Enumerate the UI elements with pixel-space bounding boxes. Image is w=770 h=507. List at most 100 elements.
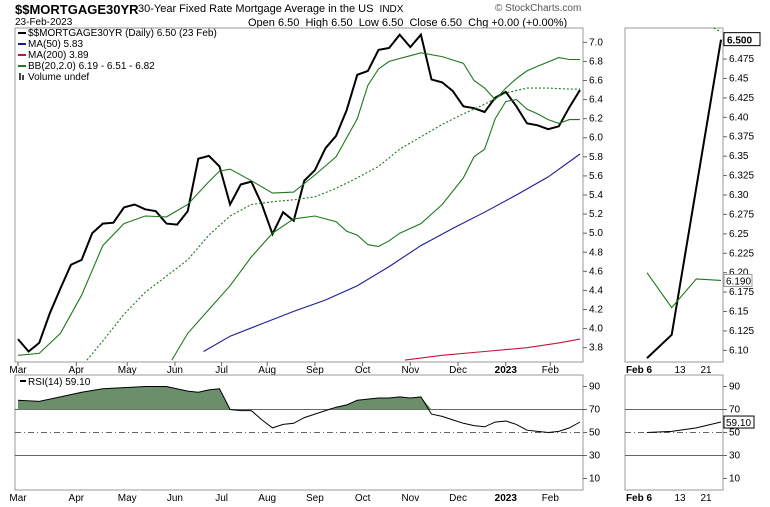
copyright-label: © StockCharts.com xyxy=(495,3,582,14)
last-price-label: 6.500 xyxy=(727,36,752,47)
y-tick-label: 6.4 xyxy=(589,95,603,106)
description-text: 30-Year Fixed Rate Mortgage Average in t… xyxy=(138,3,374,15)
detail-x-tick-label: 13 xyxy=(674,365,686,376)
rsi-last-box xyxy=(723,415,755,429)
y-tick-label: 5.2 xyxy=(589,209,603,220)
y-tick-label: 6.2 xyxy=(589,114,603,125)
y-tick-label: 6.0 xyxy=(589,133,603,144)
bb-lower-label: 6.190 xyxy=(726,276,751,287)
rsi-tick-label: 10 xyxy=(589,474,601,485)
rsi-tick-label: 70 xyxy=(589,405,601,416)
detail-tick-label: 6.35 xyxy=(729,151,749,162)
y-tick-label: 4.6 xyxy=(589,266,603,277)
x-tick-label: Jul xyxy=(215,365,228,376)
y-tick-label: 7.0 xyxy=(589,37,603,48)
detail-tick-label: 6.425 xyxy=(729,93,754,104)
rsi-x-tick-label: Apr xyxy=(69,493,85,504)
x-tick-label: Oct xyxy=(355,365,371,376)
detail-tick-label: 6.20 xyxy=(729,268,749,279)
y-tick-label: 6.8 xyxy=(589,56,603,67)
chart-header: $$MORTGAGE30YR 30-Year Fixed Rate Mortga… xyxy=(0,0,770,30)
detail-series-price xyxy=(646,39,722,359)
y-tick-label: 5.6 xyxy=(589,171,603,182)
detail-tick-label: 6.40 xyxy=(729,112,749,123)
rsi-x-tick-label: Sep xyxy=(306,493,324,504)
detail-rsi-line xyxy=(646,421,722,433)
legend-volume-swatch xyxy=(19,73,21,80)
legend-entry-ma50: MA(50) 5.83 xyxy=(28,39,83,50)
series-ma200-line xyxy=(404,338,581,361)
symbol-description: 30-Year Fixed Rate Mortgage Average in t… xyxy=(138,3,403,15)
x-tick-label: May xyxy=(118,365,137,376)
y-tick-label: 4.2 xyxy=(589,305,603,316)
y-tick-label: 4.4 xyxy=(589,285,603,296)
detail-rsi-x-tick-label: 21 xyxy=(700,493,712,504)
x-tick-label: Dec xyxy=(449,365,467,376)
detail-rsi-x-tick-label: 13 xyxy=(674,493,686,504)
rsi-tick-label: 50 xyxy=(589,428,601,439)
y-tick-label: 4.8 xyxy=(589,247,603,258)
chart-date: 23-Feb-2023 xyxy=(15,17,73,28)
rsi-legend-label: RSI(14) 59.10 xyxy=(28,377,91,388)
detail-rsi-tick-label: 50 xyxy=(729,428,741,439)
x-tick-label: Nov xyxy=(401,365,419,376)
detail-series-bb xyxy=(713,27,722,33)
exchange-label: INDX xyxy=(379,4,404,15)
detail-tick-label: 6.325 xyxy=(729,171,754,182)
x-tick-label: 2023 xyxy=(495,365,518,376)
detail-tick-label: 6.375 xyxy=(729,132,754,143)
rsi-x-tick-label: 2023 xyxy=(495,493,518,504)
detail-rsi-tick-label: 10 xyxy=(729,474,741,485)
detail-tick-label: 6.175 xyxy=(729,287,754,298)
price-panel xyxy=(14,27,584,363)
rsi-tick-label: 90 xyxy=(589,382,601,393)
last-price-box xyxy=(723,32,761,47)
rsi-overbought-fill xyxy=(18,386,580,410)
x-tick-label: Feb xyxy=(542,365,560,376)
rsi-line xyxy=(17,386,581,434)
legend-volume-swatch xyxy=(22,75,24,80)
rsi-x-tick-label: Jun xyxy=(167,493,183,504)
detail-rsi-tick-label: 70 xyxy=(729,405,741,416)
x-tick-label: Mar xyxy=(9,365,27,376)
y-tick-label: 3.8 xyxy=(589,343,603,354)
detail-rsi-x-tick-label: Feb 6 xyxy=(626,493,653,504)
detail-tick-label: 6.25 xyxy=(729,229,749,240)
rsi-last-label: 59.10 xyxy=(726,418,751,429)
detail-series-bb xyxy=(646,272,722,309)
detail-tick-label: 6.225 xyxy=(729,248,754,259)
ohlc-readout: Open 6.50 High 6.50 Low 6.50 Close 6.50 … xyxy=(248,17,568,29)
y-tick-label: 5.4 xyxy=(589,190,603,201)
detail-x-tick-label: Feb 6 xyxy=(626,365,653,376)
symbol-title: $$MORTGAGE30YR xyxy=(15,2,139,17)
detail-tick-label: 6.275 xyxy=(729,209,754,220)
x-tick-label: Jun xyxy=(167,365,183,376)
series-bb_mid-line xyxy=(86,87,580,361)
legend-entry-bb: BB(20,2.0) 6.19 - 6.51 - 6.82 xyxy=(28,61,155,72)
detail-price-panel xyxy=(624,27,724,363)
detail-tick-label: 6.45 xyxy=(729,73,749,84)
rsi-x-tick-label: Oct xyxy=(355,493,371,504)
rsi-x-tick-label: Nov xyxy=(401,493,419,504)
legend-entry-price: $$MORTGAGE30YR (Daily) 6.50 (23 Feb) xyxy=(28,28,217,39)
legend-entry-vol: Volume undef xyxy=(28,72,89,83)
y-tick-label: 6.6 xyxy=(589,75,603,86)
detail-tick-label: 6.10 xyxy=(729,345,749,356)
x-tick-label: Sep xyxy=(306,365,324,376)
detail-rsi-tick-label: 30 xyxy=(729,451,741,462)
series-ma50-line xyxy=(203,153,581,352)
rsi-x-tick-label: Aug xyxy=(258,493,276,504)
y-tick-label: 5.0 xyxy=(589,228,603,239)
series-bb-line xyxy=(171,99,580,361)
detail-tick-label: 6.30 xyxy=(729,190,749,201)
rsi-tick-label: 30 xyxy=(589,451,601,462)
rsi-x-tick-label: Feb xyxy=(542,493,560,504)
x-tick-label: Aug xyxy=(258,365,276,376)
y-tick-label: 4.0 xyxy=(589,324,603,335)
series-bb-line xyxy=(17,52,580,356)
bb-lower-box xyxy=(723,273,753,287)
series-price-line xyxy=(17,32,581,353)
detail-tick-label: 6.125 xyxy=(729,326,754,337)
detail-tick-label: 6.15 xyxy=(729,307,749,318)
